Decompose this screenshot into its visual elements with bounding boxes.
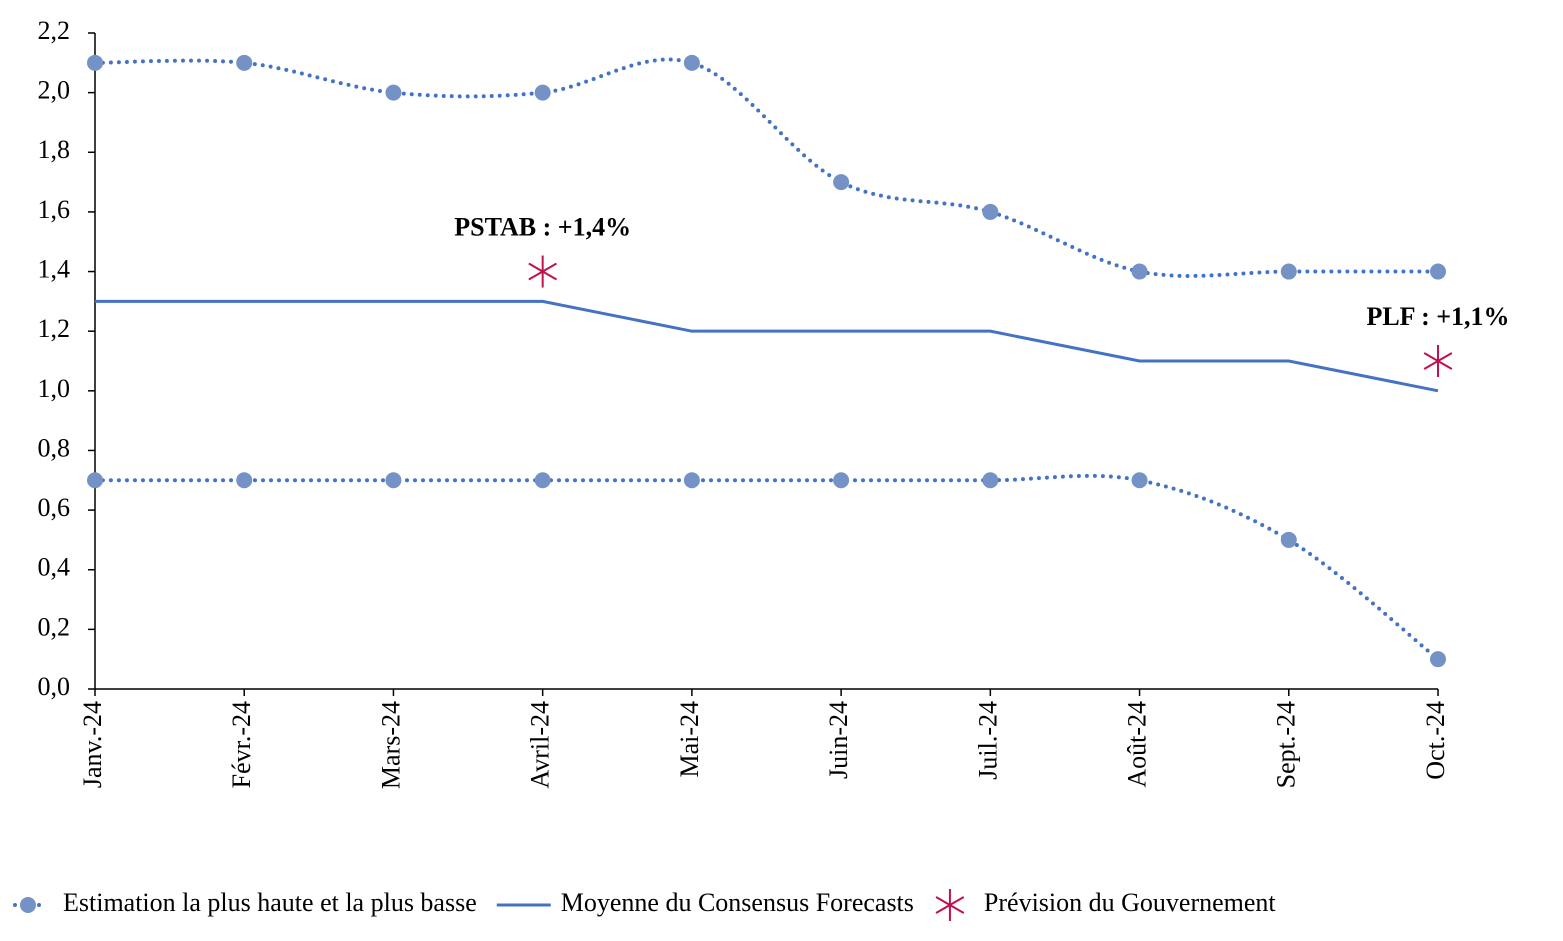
x-tick-label: Août-24 <box>1123 701 1152 788</box>
x-tick-label: Avril-24 <box>526 701 555 789</box>
star-stroke <box>528 262 558 281</box>
legend-item: Moyenne du Consensus Forecasts <box>496 888 914 917</box>
star-stroke <box>935 896 965 914</box>
marker <box>236 472 253 489</box>
marker <box>1131 263 1148 280</box>
marker <box>1280 531 1297 548</box>
y-tick-label: 2,2 <box>38 16 71 45</box>
marker <box>982 203 999 220</box>
marker <box>982 472 999 489</box>
y-tick-label: 1,4 <box>38 255 71 284</box>
annotation: PSTAB : +1,4% <box>454 213 631 242</box>
legend-marker <box>935 889 965 921</box>
legend-label: Prévision du Gouvernement <box>984 888 1277 917</box>
marker <box>534 472 551 489</box>
marker <box>1131 472 1148 489</box>
marker <box>833 174 850 191</box>
legend-label: Estimation la plus haute et la plus bass… <box>63 888 477 917</box>
x-tick-label: Juin-24 <box>824 701 853 779</box>
marker <box>534 84 551 101</box>
x-tick-label: Mars-24 <box>376 701 405 789</box>
marker <box>683 54 700 71</box>
marker <box>87 472 103 489</box>
legend-item: Estimation la plus haute et la plus bass… <box>13 888 477 917</box>
x-tick-label: Juil.-24 <box>973 701 1002 780</box>
y-tick-label: 2,0 <box>38 76 71 105</box>
x-tick-label: Oct.-24 <box>1421 701 1450 780</box>
y-tick-label: 0,2 <box>38 612 71 641</box>
y-tick-label: 0,8 <box>38 433 71 462</box>
marker <box>1280 263 1297 280</box>
marker <box>87 54 103 71</box>
legend-marker <box>20 897 36 913</box>
y-tick-label: 1,2 <box>38 314 71 343</box>
y-tick-label: 1,0 <box>38 374 71 403</box>
government-point <box>1423 345 1453 377</box>
series-line <box>93 473 1440 662</box>
y-tick-label: 1,6 <box>38 195 71 224</box>
x-tick-label: Févr.-24 <box>227 701 256 788</box>
legend-label: Moyenne du Consensus Forecasts <box>561 888 914 917</box>
series-line <box>95 299 1439 393</box>
marker <box>1430 651 1446 668</box>
series-line <box>93 57 1440 278</box>
government-point <box>528 255 558 288</box>
x-tick-label: Sept.-24 <box>1272 701 1301 788</box>
x-tick-label: Janv.-24 <box>78 701 107 788</box>
x-tick-label: Mai-24 <box>675 701 704 778</box>
marker <box>683 472 700 489</box>
y-tick-label: 0,4 <box>38 553 71 582</box>
marker <box>236 54 253 71</box>
y-tick-label: 1,8 <box>38 135 71 164</box>
y-tick-label: 0,6 <box>38 493 71 522</box>
annotation: PLF : +1,1% <box>1366 302 1509 331</box>
y-tick-label: 0,0 <box>38 672 71 701</box>
star-stroke <box>1423 352 1453 370</box>
marker <box>385 84 402 101</box>
legend-item: Prévision du Gouvernement <box>984 888 1277 917</box>
marker <box>1430 263 1446 280</box>
marker <box>833 472 850 489</box>
marker <box>385 472 402 489</box>
